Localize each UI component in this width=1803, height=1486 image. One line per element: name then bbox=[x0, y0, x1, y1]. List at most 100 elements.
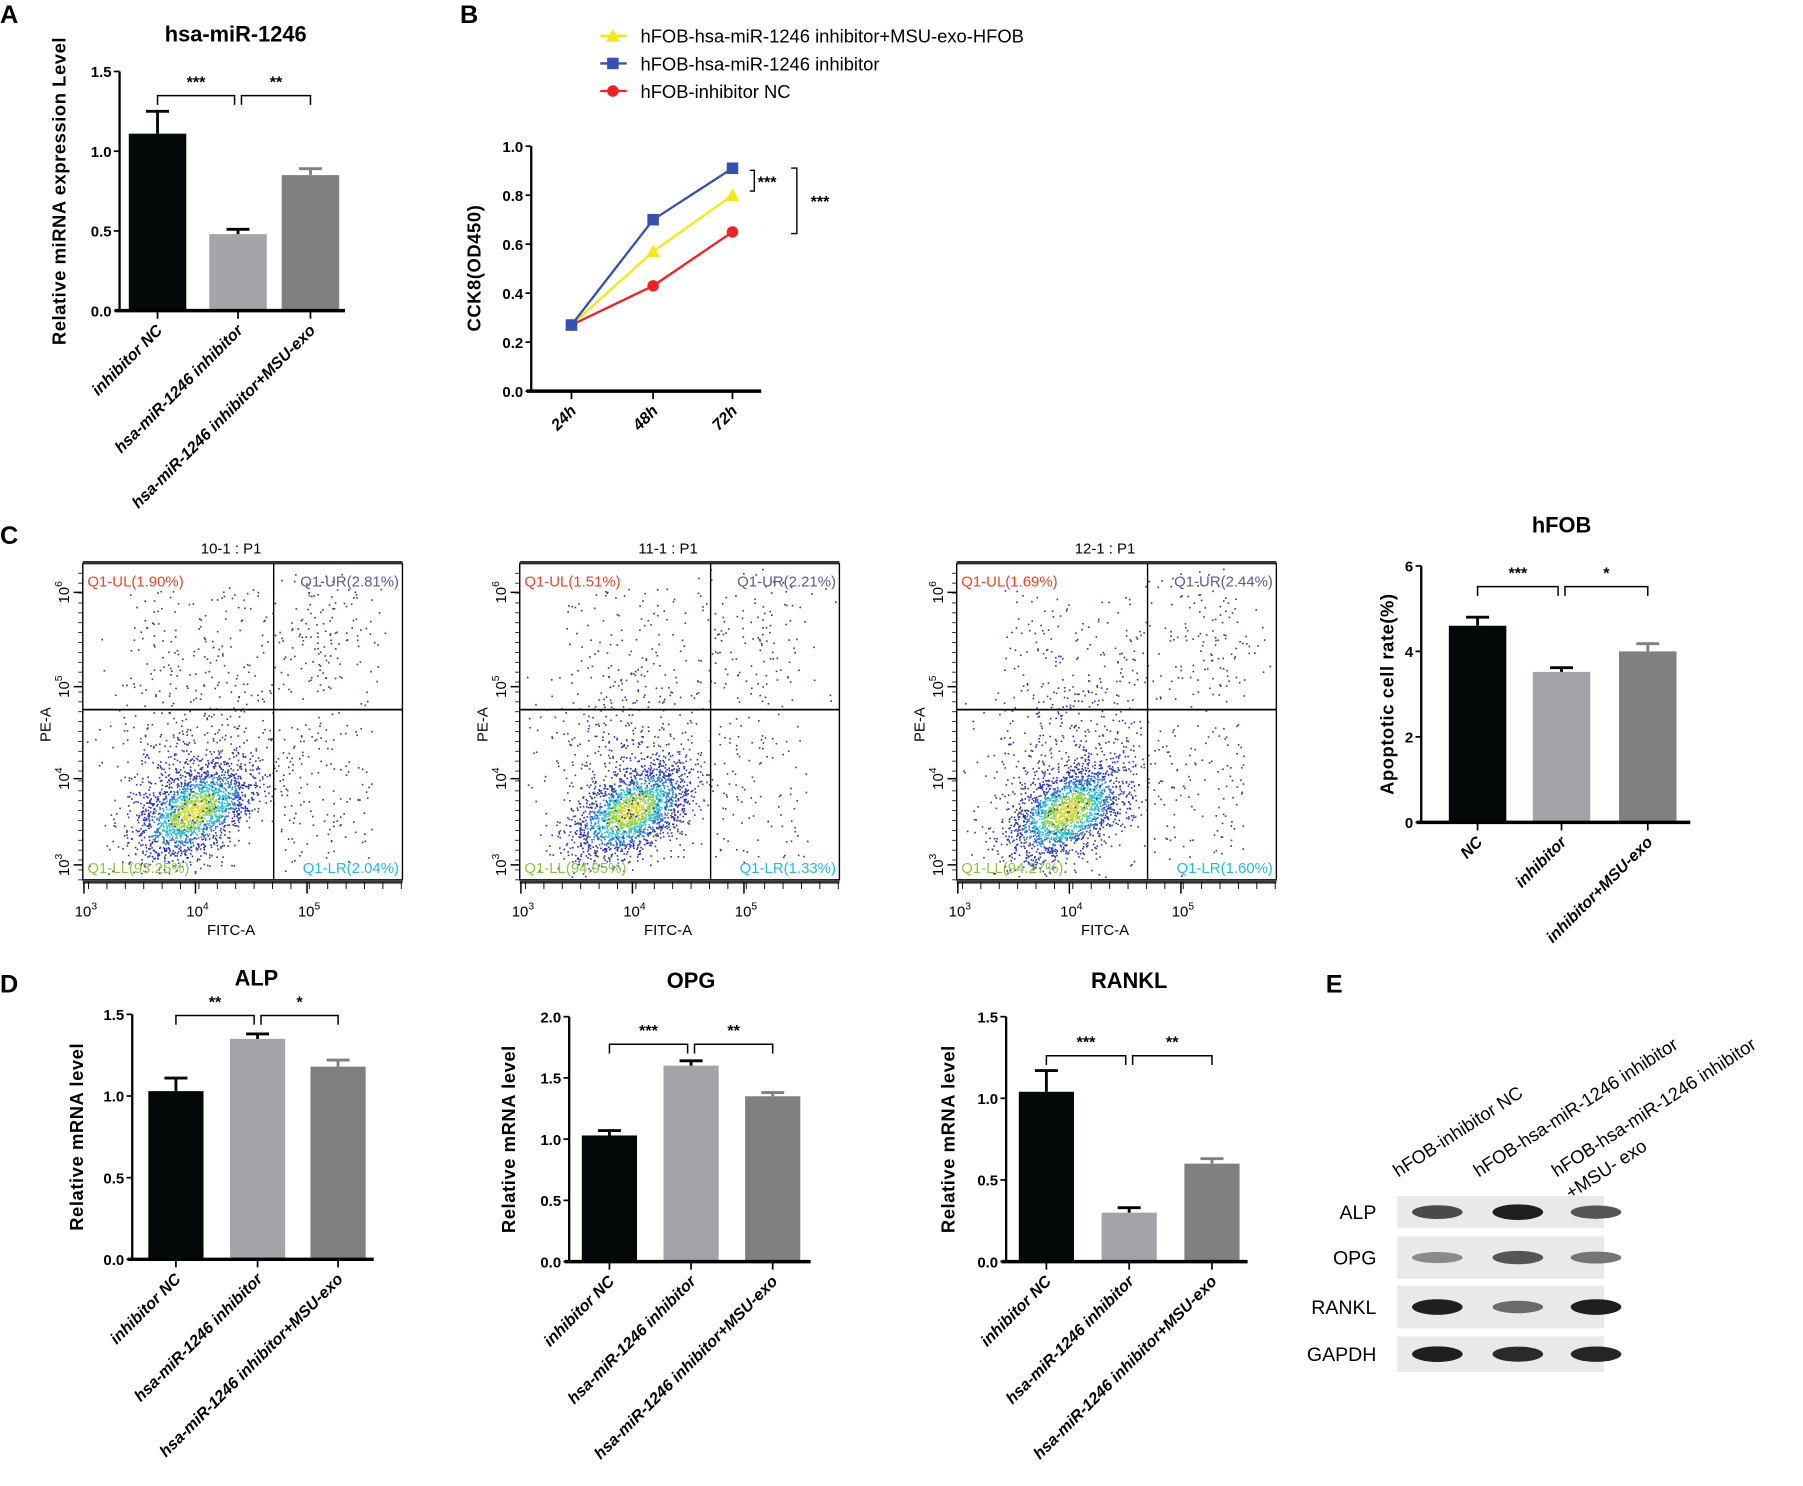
event-dot bbox=[181, 730, 184, 733]
event-dot bbox=[603, 832, 606, 834]
event-dot bbox=[180, 830, 183, 833]
event-dot bbox=[595, 814, 597, 816]
event-dot bbox=[263, 620, 265, 623]
event-dot bbox=[132, 792, 135, 795]
event-dot bbox=[141, 781, 144, 784]
event-dot bbox=[244, 795, 247, 798]
event-dot bbox=[238, 696, 240, 699]
event-dot bbox=[615, 840, 617, 842]
event-dot bbox=[597, 810, 600, 812]
event-dot bbox=[266, 746, 268, 749]
chart-title: ALP bbox=[235, 966, 279, 991]
event-dot bbox=[282, 640, 284, 642]
event-dot bbox=[159, 743, 161, 746]
event-dot bbox=[200, 792, 203, 795]
significance-bracket bbox=[260, 1014, 339, 1025]
x-tick-label: 104 bbox=[186, 902, 209, 921]
event-dot bbox=[131, 798, 133, 800]
event-dot bbox=[213, 820, 216, 822]
event-dot bbox=[259, 759, 261, 762]
event-dot bbox=[211, 725, 213, 728]
event-dot bbox=[333, 825, 335, 828]
event-dot bbox=[127, 816, 130, 819]
event-dot bbox=[187, 793, 190, 795]
event-dot bbox=[176, 855, 179, 857]
event-dot bbox=[252, 798, 255, 801]
event-dot bbox=[209, 798, 212, 801]
event-dot bbox=[624, 823, 627, 825]
event-dot bbox=[122, 742, 125, 745]
event-dot bbox=[144, 824, 146, 826]
event-dot bbox=[630, 827, 632, 829]
event-dot bbox=[635, 781, 638, 783]
event-dot bbox=[639, 778, 641, 780]
event-dot bbox=[135, 783, 138, 786]
event-dot bbox=[655, 803, 658, 805]
event-dot bbox=[664, 770, 667, 773]
event-dot bbox=[167, 722, 169, 725]
event-dot bbox=[578, 836, 581, 839]
event-dot bbox=[653, 803, 656, 805]
event-dot bbox=[185, 820, 188, 822]
event-dot bbox=[614, 834, 617, 836]
event-dot bbox=[558, 831, 560, 834]
event-dot bbox=[160, 761, 162, 763]
event-dot bbox=[274, 788, 277, 790]
event-dot bbox=[612, 788, 615, 791]
event-dot bbox=[167, 750, 170, 753]
event-dot bbox=[636, 834, 639, 837]
legend-item: hFOB-hsa-miR-1246 inhibitor+MSU-exo-HFOB bbox=[600, 26, 1024, 47]
event-dot bbox=[172, 806, 174, 809]
event-dot bbox=[271, 820, 274, 823]
event-dot bbox=[141, 810, 144, 813]
event-dot bbox=[193, 810, 196, 812]
event-dot bbox=[628, 812, 631, 814]
event-dot bbox=[237, 819, 240, 821]
event-dot bbox=[283, 658, 286, 660]
event-dot bbox=[230, 743, 233, 745]
event-dot bbox=[628, 820, 631, 823]
event-dot bbox=[675, 803, 677, 806]
event-dot bbox=[657, 805, 659, 808]
event-dot bbox=[170, 755, 172, 758]
event-dot bbox=[217, 807, 220, 809]
event-dot bbox=[644, 685, 647, 688]
event-dot bbox=[663, 795, 665, 798]
event-dot bbox=[623, 797, 625, 799]
event-dot bbox=[651, 842, 654, 844]
event-dot bbox=[322, 798, 325, 801]
event-dot bbox=[602, 849, 604, 852]
event-dot bbox=[173, 805, 176, 808]
event-dot bbox=[206, 833, 209, 836]
event-dot bbox=[620, 844, 622, 846]
event-dot bbox=[202, 807, 205, 810]
event-dot bbox=[146, 663, 148, 665]
event-dot bbox=[204, 797, 207, 799]
event-dot bbox=[159, 816, 161, 819]
event-dot bbox=[198, 786, 201, 789]
event-dot bbox=[275, 770, 278, 772]
event-dot bbox=[670, 809, 673, 811]
event-dot bbox=[639, 833, 642, 835]
event-dot bbox=[356, 639, 359, 642]
event-dot bbox=[199, 821, 201, 823]
event-dot bbox=[182, 788, 184, 791]
event-dot bbox=[161, 817, 164, 819]
event-dot bbox=[639, 788, 642, 790]
event-dot bbox=[164, 745, 166, 748]
event-dot bbox=[656, 849, 658, 852]
event-dot bbox=[167, 793, 170, 796]
event-dot bbox=[205, 789, 208, 792]
event-dot bbox=[155, 694, 157, 696]
event-dot bbox=[178, 829, 181, 831]
event-dot bbox=[194, 870, 197, 873]
event-dot bbox=[624, 844, 626, 847]
y-tick-label: 106 bbox=[54, 581, 73, 604]
event-dot bbox=[609, 814, 612, 817]
event-dot bbox=[191, 815, 193, 818]
event-dot bbox=[176, 870, 178, 872]
event-dot bbox=[291, 622, 293, 624]
event-dot bbox=[129, 594, 132, 596]
event-dot bbox=[615, 801, 618, 803]
event-dot bbox=[215, 806, 217, 808]
